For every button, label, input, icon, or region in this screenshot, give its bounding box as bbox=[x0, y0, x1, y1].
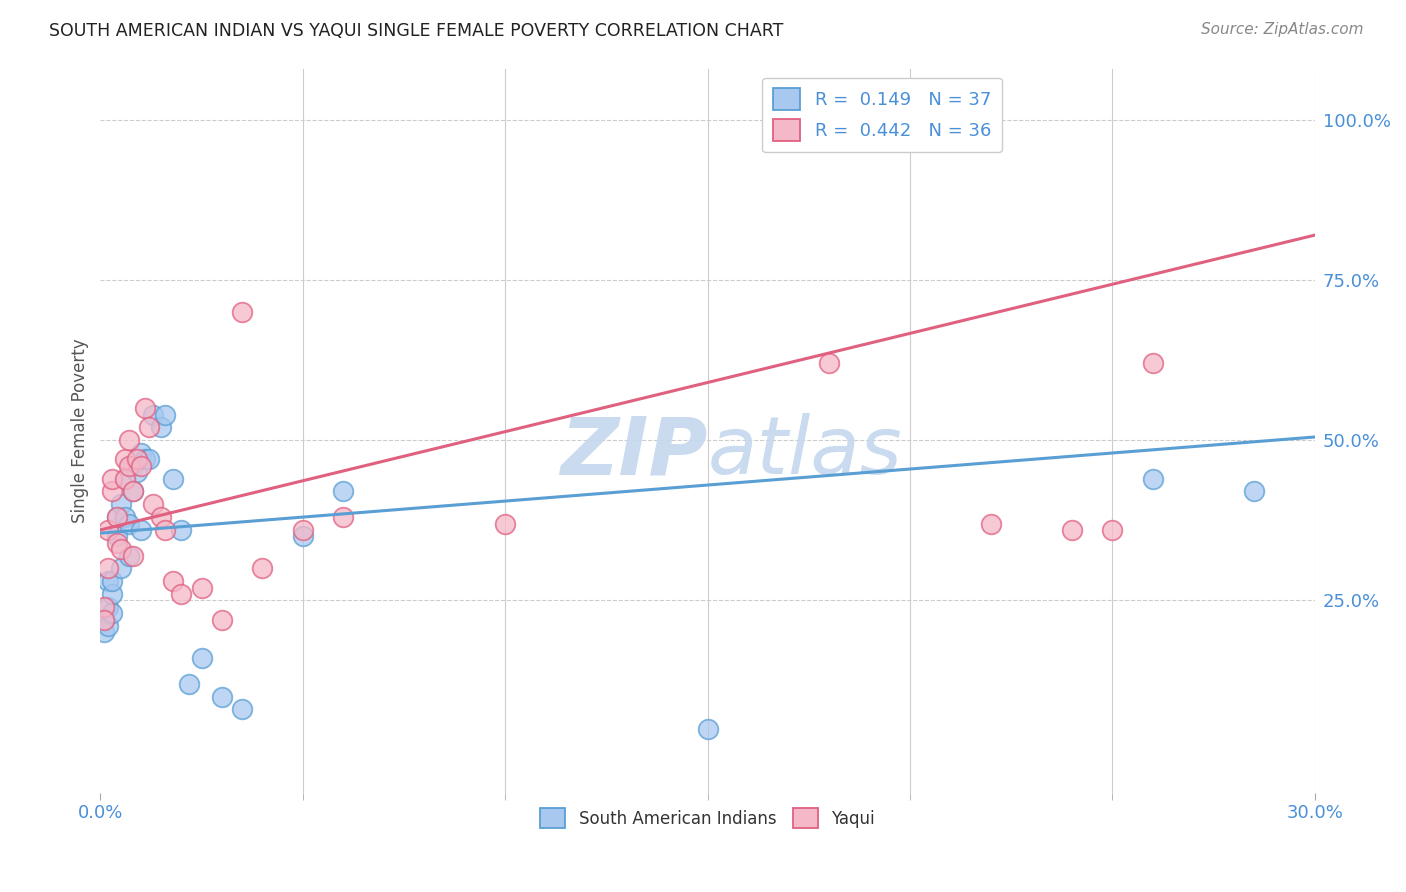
Point bbox=[170, 587, 193, 601]
Text: Source: ZipAtlas.com: Source: ZipAtlas.com bbox=[1201, 22, 1364, 37]
Point bbox=[101, 472, 124, 486]
Legend: South American Indians, Yaqui: South American Indians, Yaqui bbox=[533, 801, 882, 835]
Point bbox=[211, 690, 233, 704]
Point bbox=[125, 452, 148, 467]
Point bbox=[494, 516, 516, 531]
Point bbox=[153, 408, 176, 422]
Point bbox=[93, 613, 115, 627]
Point bbox=[110, 497, 132, 511]
Point bbox=[118, 516, 141, 531]
Point bbox=[129, 458, 152, 473]
Point bbox=[190, 651, 212, 665]
Point bbox=[97, 561, 120, 575]
Text: atlas: atlas bbox=[707, 413, 903, 491]
Point bbox=[118, 433, 141, 447]
Point bbox=[291, 523, 314, 537]
Point bbox=[818, 356, 841, 370]
Point bbox=[190, 581, 212, 595]
Point bbox=[1060, 523, 1083, 537]
Point bbox=[121, 549, 143, 563]
Point bbox=[179, 676, 201, 690]
Point bbox=[121, 484, 143, 499]
Point bbox=[97, 619, 120, 633]
Point bbox=[162, 574, 184, 589]
Point bbox=[162, 472, 184, 486]
Point bbox=[129, 523, 152, 537]
Point bbox=[142, 497, 165, 511]
Y-axis label: Single Female Poverty: Single Female Poverty bbox=[72, 338, 89, 523]
Point bbox=[291, 529, 314, 543]
Point bbox=[138, 452, 160, 467]
Point bbox=[93, 625, 115, 640]
Point bbox=[93, 613, 115, 627]
Point bbox=[105, 510, 128, 524]
Point bbox=[142, 408, 165, 422]
Point bbox=[134, 401, 156, 416]
Point bbox=[153, 523, 176, 537]
Point bbox=[1243, 484, 1265, 499]
Point bbox=[114, 472, 136, 486]
Point bbox=[105, 535, 128, 549]
Point bbox=[114, 472, 136, 486]
Point bbox=[1101, 523, 1123, 537]
Point bbox=[125, 465, 148, 479]
Point bbox=[114, 452, 136, 467]
Text: ZIP: ZIP bbox=[560, 413, 707, 491]
Point bbox=[696, 722, 718, 736]
Point bbox=[105, 529, 128, 543]
Point bbox=[1142, 472, 1164, 486]
Point bbox=[1142, 356, 1164, 370]
Point bbox=[129, 446, 152, 460]
Point bbox=[101, 606, 124, 620]
Point bbox=[118, 458, 141, 473]
Point bbox=[110, 542, 132, 557]
Point bbox=[101, 484, 124, 499]
Point bbox=[134, 452, 156, 467]
Point bbox=[211, 613, 233, 627]
Point bbox=[97, 574, 120, 589]
Point bbox=[332, 484, 354, 499]
Point bbox=[150, 510, 173, 524]
Point bbox=[121, 484, 143, 499]
Point bbox=[980, 516, 1002, 531]
Point bbox=[118, 549, 141, 563]
Point bbox=[97, 599, 120, 614]
Text: SOUTH AMERICAN INDIAN VS YAQUI SINGLE FEMALE POVERTY CORRELATION CHART: SOUTH AMERICAN INDIAN VS YAQUI SINGLE FE… bbox=[49, 22, 783, 40]
Point bbox=[114, 510, 136, 524]
Point bbox=[97, 523, 120, 537]
Point bbox=[170, 523, 193, 537]
Point bbox=[332, 510, 354, 524]
Point bbox=[93, 599, 115, 614]
Point bbox=[150, 420, 173, 434]
Point bbox=[252, 561, 274, 575]
Point bbox=[121, 458, 143, 473]
Point bbox=[138, 420, 160, 434]
Point bbox=[110, 561, 132, 575]
Point bbox=[101, 587, 124, 601]
Point bbox=[105, 510, 128, 524]
Point bbox=[101, 574, 124, 589]
Point bbox=[231, 305, 253, 319]
Point bbox=[231, 702, 253, 716]
